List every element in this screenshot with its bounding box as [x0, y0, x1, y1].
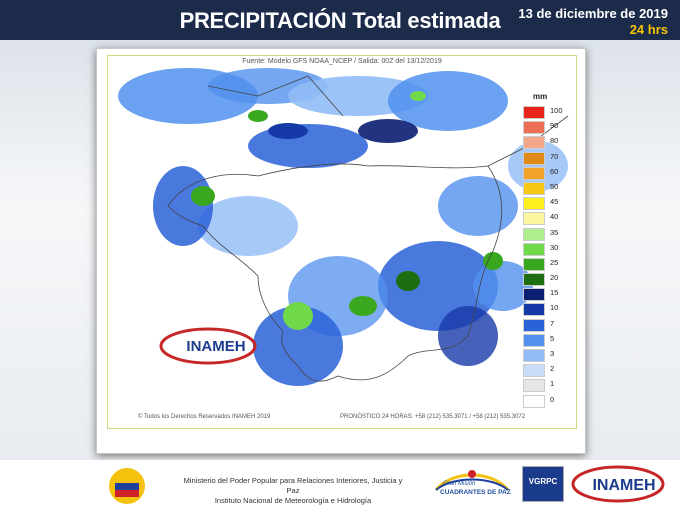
header-bar — [0, 0, 680, 40]
gran-mision-logo — [434, 470, 510, 492]
ministry-line-2: Instituto Nacional de Meteorología e Hid… — [214, 496, 372, 505]
legend-swatch — [523, 121, 545, 135]
legend-swatch — [523, 227, 545, 241]
forecast-period: 24 hrs — [629, 22, 668, 37]
legend-label: 2 — [550, 364, 555, 374]
ministry-text: Ministerio del Poder Popular para Relaci… — [178, 476, 408, 506]
legend-label: 30 — [550, 242, 559, 252]
legend-label: 15 — [550, 288, 559, 298]
gran-mision-text: Gran Misión — [443, 481, 476, 487]
legend-swatch — [523, 288, 545, 302]
footer-logo-text: INAMEH — [592, 477, 655, 494]
legend-label: 0 — [550, 394, 555, 404]
legend-label: 5 — [550, 333, 555, 343]
legend-swatch — [523, 181, 545, 195]
cuadrantes-de-paz-text: CUADRANTES DE PAZ — [440, 489, 511, 496]
watermark-logo-text: INAMEH — [186, 338, 245, 355]
legend-swatch — [523, 303, 545, 317]
legend-label: 80 — [550, 136, 559, 146]
page-title: PRECIPITACIÓN Total estimada — [179, 8, 501, 33]
legend-label: 40 — [550, 212, 559, 222]
legend-swatch — [523, 106, 545, 119]
vgrpc-text: VGRPC — [528, 477, 558, 486]
precipitation-light-areas — [118, 68, 568, 386]
legend-label: 20 — [550, 273, 559, 283]
legend-label: 7 — [550, 318, 555, 328]
legend-label: 35 — [550, 227, 559, 237]
forecast-date: 13 de diciembre de 2019 — [518, 6, 668, 21]
precipitation-heavy-areas — [191, 91, 503, 330]
legend-label: 3 — [550, 349, 555, 358]
legend-swatch — [523, 257, 545, 271]
legend-swatch — [523, 151, 545, 165]
legend-label: 1 — [550, 379, 555, 389]
legend-label: 25 — [550, 257, 559, 267]
venezuela-coat-of-arms-icon — [109, 468, 145, 504]
forecast-phone-text: PRONÓSTICO 24 HORAS: +58 (212) 535.3071 … — [340, 414, 526, 420]
map-panel: Fuente: Modelo GFS NOAA_NCEP / Salida: 0… — [96, 48, 586, 454]
legend-swatch — [523, 166, 545, 180]
legend-label: 50 — [550, 181, 559, 191]
copyright-text: © Todos los Derechos Reservados INAMEH 2… — [138, 414, 271, 420]
legend-swatch — [523, 136, 545, 150]
legend-swatch — [523, 349, 545, 362]
inameh-footer-logo: INAMEH — [571, 465, 665, 503]
legend-swatch — [523, 333, 545, 347]
inameh-watermark-logo: INAMEH — [159, 327, 257, 365]
legend-swatch — [523, 394, 545, 408]
legend-swatch — [523, 197, 545, 211]
legend-swatch — [523, 212, 545, 226]
map-plot-area: Fuente: Modelo GFS NOAA_NCEP / Salida: 0… — [107, 55, 577, 429]
legend-swatch — [523, 273, 545, 287]
legend-label: 45 — [550, 197, 559, 207]
legend-label: 70 — [550, 151, 559, 161]
legend-label: 90 — [550, 121, 559, 131]
map-source-line: Fuente: Modelo GFS NOAA_NCEP / Salida: 0… — [242, 58, 442, 65]
legend-swatch — [523, 318, 545, 332]
legend-swatch — [523, 242, 545, 256]
legend-swatch — [523, 364, 545, 378]
legend-unit: mm — [533, 92, 548, 101]
legend-label: 10 — [550, 303, 559, 313]
legend-swatch — [523, 379, 545, 393]
legend-label: 60 — [550, 166, 559, 176]
ministry-line-1: Ministerio del Poder Popular para Relaci… — [183, 476, 403, 495]
vgrpc-logo: VGRPC — [522, 466, 564, 502]
precipitation-map — [118, 68, 569, 386]
legend-label: 100 — [550, 106, 563, 115]
